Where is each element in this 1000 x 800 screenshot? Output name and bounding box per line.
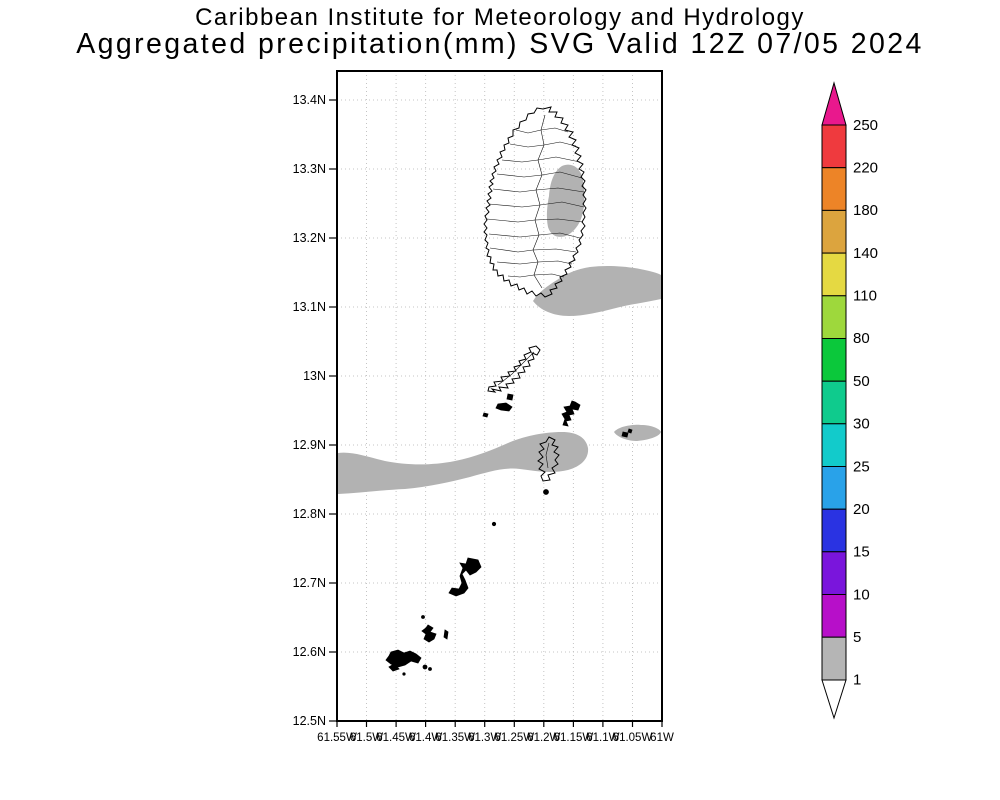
longitude-axis-label: 61.2W xyxy=(527,732,560,744)
latitude-axis: 13.4N 13.3N 13.2N 13.1N 13N 12.9N 12.8N … xyxy=(293,93,337,728)
island-bequia xyxy=(487,345,541,393)
colorbar-segment xyxy=(821,594,847,638)
precip-area-offshore-southeast xyxy=(533,265,661,316)
colorbar-segment xyxy=(821,380,847,425)
colorbar-segment xyxy=(821,423,847,467)
islet-small xyxy=(422,664,428,670)
islet-chain-south-bequia xyxy=(495,402,513,412)
latitude-axis-label: 12.9N xyxy=(293,438,326,452)
precip-area-st-vincent-island xyxy=(546,164,585,237)
islet-east-of-union xyxy=(443,629,449,640)
islet-petit-nevis xyxy=(506,393,514,401)
islet-small xyxy=(421,615,425,619)
longitude-axis: 61.55W 61.5W 61.45W 61.4W 61.35W 61.3W 6… xyxy=(317,721,674,744)
longitude-axis-label: 61.05W xyxy=(613,732,653,744)
colorbar-arrow-bottom xyxy=(821,679,847,720)
figure-subtitle: Aggregated precipitation(mm) SVG Valid 1… xyxy=(76,28,924,60)
islands xyxy=(385,106,633,676)
latitude-axis-label: 12.5N xyxy=(293,714,326,728)
latitude-axis-label: 13.4N xyxy=(293,93,326,107)
colorbar-tick-label: 180 xyxy=(853,202,878,219)
islet-west xyxy=(482,412,489,418)
longitude-axis-label: 61.35W xyxy=(435,732,475,744)
colorbar-tick-label: 50 xyxy=(853,373,870,390)
islet-small xyxy=(491,521,497,527)
latitude-axis-label: 13.1N xyxy=(293,300,326,314)
island-mayreau-tobago-cays xyxy=(448,557,482,597)
longitude-axis-label: 61.1W xyxy=(586,732,619,744)
longitude-axis-label: 61.25W xyxy=(494,732,534,744)
figure-title: Caribbean Institute for Meteorology and … xyxy=(195,4,805,31)
bequia-watershed-line xyxy=(497,351,535,386)
islet-small xyxy=(428,667,432,671)
island-canouan xyxy=(537,436,560,482)
latitude-axis-label: 12.8N xyxy=(293,507,326,521)
colorbar-segment xyxy=(821,338,847,382)
longitude-axis-label: 61.4W xyxy=(409,732,442,744)
island-carriacou-lobe xyxy=(388,663,400,672)
colorbar-arrow-top xyxy=(821,81,847,126)
latitude-axis-label: 13N xyxy=(303,369,326,383)
colorbar-tick-label: 15 xyxy=(853,544,870,561)
latitude-axis-label: 13.2N xyxy=(293,231,326,245)
precip-area-band-12-9n xyxy=(338,432,589,494)
canouan-watershed-line xyxy=(545,442,550,469)
colorbar-segment xyxy=(821,508,847,553)
colorbar-tick-label: 10 xyxy=(853,586,870,603)
colorbar-segment xyxy=(821,209,847,254)
colorbar-tick-label: 250 xyxy=(853,117,878,134)
island-union xyxy=(421,624,437,643)
colorbar-tick-label: 25 xyxy=(853,458,870,475)
latitude-axis-label: 13.3N xyxy=(293,162,326,176)
precip-area-ellipse-east xyxy=(614,424,661,441)
colorbar-segment xyxy=(821,551,847,595)
colorbar-tick-label: 110 xyxy=(853,288,877,305)
colorbar-tick-label: 5 xyxy=(853,629,861,646)
map-frame xyxy=(336,70,663,722)
island-carriacou xyxy=(385,649,422,668)
islet-small xyxy=(402,672,406,676)
latitude-axis-label: 12.7N xyxy=(293,576,326,590)
islet-savan-a xyxy=(621,431,629,438)
colorbar-tick-label: 220 xyxy=(853,160,878,177)
island-mustique xyxy=(561,400,581,427)
colorbar: 250 220 180 140 110 80 50 30 25 20 15 10… xyxy=(821,81,878,720)
colorbar-segment xyxy=(821,252,847,297)
colorbar-tick-label: 20 xyxy=(853,501,870,518)
islet-savan-b xyxy=(627,428,633,434)
precip-shaded-areas xyxy=(338,164,661,494)
islet-petite-canouan xyxy=(543,489,549,495)
longitude-axis-label: 61.15W xyxy=(554,732,594,744)
longitude-axis-label: 61.45W xyxy=(376,732,416,744)
colorbar-segment xyxy=(821,124,847,169)
longitude-axis-label: 61.55W xyxy=(317,732,357,744)
colorbar-tick-label: 30 xyxy=(853,416,870,433)
colorbar-tick-label: 80 xyxy=(853,330,870,347)
colorbar-segment xyxy=(821,167,847,211)
colorbar-segment xyxy=(821,466,847,510)
longitude-axis-label: 61.3W xyxy=(468,732,501,744)
colorbar-tick-label: 1 xyxy=(853,672,861,689)
colorbar-segment xyxy=(821,295,847,339)
island-st-vincent xyxy=(483,106,587,298)
latitude-axis-label: 12.6N xyxy=(293,645,326,659)
longitude-axis-label: 61.5W xyxy=(350,732,383,744)
map-gridlines xyxy=(337,71,662,721)
colorbar-tick-label: 140 xyxy=(853,245,878,262)
st-vincent-watershed-lines xyxy=(486,114,585,289)
longitude-axis-label: 61W xyxy=(650,732,674,744)
colorbar-segment xyxy=(821,636,847,681)
